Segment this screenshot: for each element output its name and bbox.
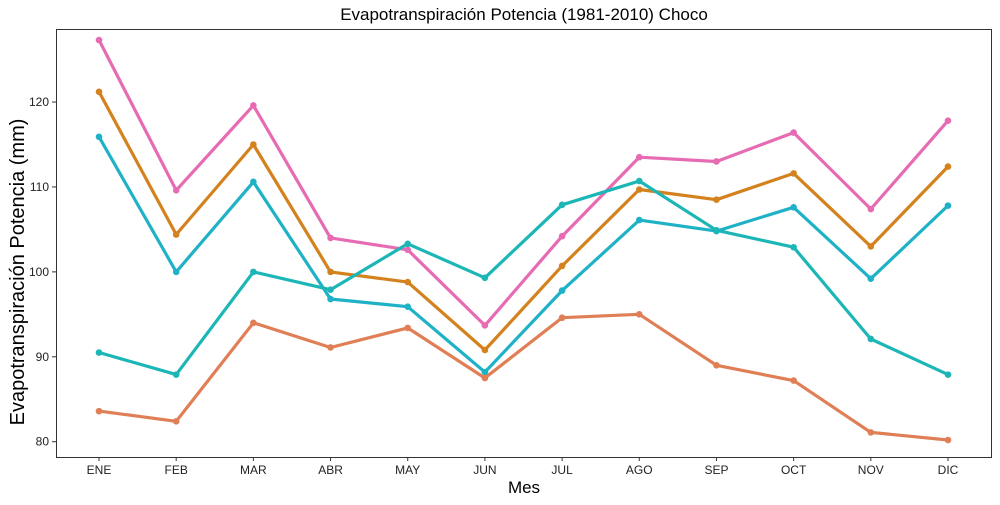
data-point	[558, 201, 566, 209]
x-axis: ENE FEB MAR ABR MAY JUN JUL AGO SEP OCT NOV DIC	[87, 457, 959, 477]
plot-panel	[56, 29, 992, 458]
data-point	[790, 377, 797, 384]
y-tick-label: 100	[29, 265, 49, 279]
data-point	[404, 240, 412, 248]
data-point	[481, 322, 489, 329]
data-point	[404, 324, 412, 332]
data-point	[95, 88, 103, 96]
data-point	[867, 205, 875, 213]
data-point	[635, 216, 643, 224]
x-tick-label: OCT	[781, 463, 807, 477]
data-point	[944, 202, 952, 209]
x-tick-label: MAY	[395, 463, 420, 477]
data-point	[635, 311, 643, 318]
data-point	[327, 234, 334, 242]
data-point	[635, 177, 643, 185]
data-point	[713, 196, 720, 203]
data-point	[327, 286, 334, 294]
data-point	[790, 129, 797, 136]
data-point	[404, 246, 412, 254]
y-axis: 80 90 100 110 120	[29, 95, 56, 449]
data-point	[250, 268, 257, 276]
data-point	[867, 275, 875, 282]
data-point	[250, 141, 257, 148]
data-point	[481, 346, 489, 354]
series-3	[95, 133, 952, 376]
data-point	[172, 371, 180, 378]
x-tick-label: ENE	[87, 463, 112, 477]
data-point	[172, 268, 180, 276]
data-point	[867, 429, 875, 436]
x-axis-title: Mes	[508, 478, 540, 497]
data-point	[250, 319, 257, 327]
data-point	[558, 314, 566, 322]
data-point	[867, 335, 875, 343]
data-point	[250, 102, 257, 109]
data-point	[558, 232, 566, 240]
data-point	[867, 243, 875, 250]
data-point	[95, 36, 103, 44]
data-point	[790, 243, 797, 251]
x-tick-label: ABR	[318, 463, 343, 477]
series-line	[97, 90, 950, 352]
data-point	[172, 418, 180, 425]
series-2	[95, 88, 952, 354]
x-tick-label: DIC	[938, 463, 959, 477]
data-point	[327, 268, 334, 276]
data-point	[404, 303, 412, 310]
data-point	[635, 153, 643, 161]
x-tick-label: NOV	[858, 463, 884, 477]
data-point	[713, 361, 720, 369]
series-line	[97, 38, 950, 327]
data-point	[558, 287, 566, 294]
series-line	[97, 135, 950, 374]
data-point	[790, 170, 797, 177]
data-point	[327, 344, 334, 351]
y-tick-label: 80	[36, 435, 50, 449]
data-point	[713, 158, 720, 165]
data-point	[327, 295, 334, 303]
data-point	[95, 133, 103, 141]
data-point	[944, 117, 952, 125]
data-point	[95, 349, 103, 356]
y-tick-label: 110	[30, 180, 49, 194]
data-point	[172, 187, 180, 194]
x-tick-label: FEB	[165, 463, 188, 477]
series-1	[95, 36, 952, 329]
data-point	[635, 186, 643, 193]
x-tick-label: JUL	[551, 463, 573, 477]
data-point	[481, 368, 489, 376]
series-line	[97, 179, 950, 377]
series-4	[95, 177, 952, 378]
x-tick-label: AGO	[626, 463, 653, 477]
series-layer	[95, 36, 952, 444]
data-point	[481, 374, 489, 382]
y-axis-title: Evapotranspiración Potencia (mm)	[7, 119, 29, 426]
chart-title: Evapotranspiración Potencia (1981-2010) …	[340, 5, 708, 24]
series-line	[97, 312, 950, 442]
data-point	[481, 274, 489, 282]
data-point	[172, 231, 180, 238]
data-point	[250, 178, 257, 186]
data-point	[944, 163, 952, 170]
x-tick-label: SEP	[704, 463, 728, 477]
data-point	[95, 407, 103, 415]
data-point	[713, 226, 720, 234]
x-tick-label: JUN	[473, 463, 496, 477]
data-point	[404, 278, 412, 286]
data-point	[944, 371, 952, 378]
data-point	[944, 436, 952, 444]
x-tick-label: MAR	[240, 463, 267, 477]
y-tick-label: 90	[36, 350, 50, 364]
data-point	[790, 204, 797, 211]
y-tick-label: 120	[29, 95, 49, 109]
data-point	[558, 262, 566, 270]
series-5	[95, 311, 952, 444]
